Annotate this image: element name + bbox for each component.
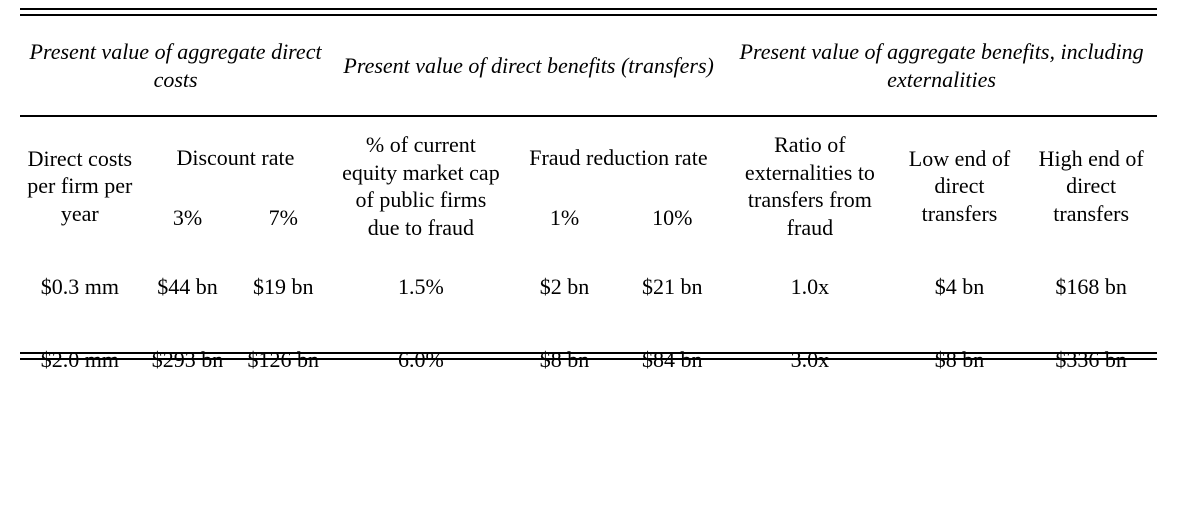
top-rule	[20, 8, 1157, 16]
group-header-aggregate-benefits: Present value of aggregate benefits, inc…	[726, 16, 1157, 115]
col-pct-equity-fraud: % of current equity market cap of public…	[331, 117, 511, 251]
sub-header-row-1: Direct costs per firm per year Discount …	[20, 117, 1157, 195]
cell: $84 bn	[618, 324, 726, 397]
table-row: $0.3 mm $44 bn $19 bn 1.5% $2 bn $21 bn …	[20, 251, 1157, 324]
col-fraud-10: 10%	[618, 195, 726, 251]
cell: $8 bn	[511, 324, 619, 397]
cell: $44 bn	[140, 251, 236, 324]
cell: $168 bn	[1025, 251, 1157, 324]
col-discount-3: 3%	[140, 195, 236, 251]
col-discount-rate: Discount rate	[140, 117, 331, 195]
col-discount-7: 7%	[235, 195, 331, 251]
col-fraud-1: 1%	[511, 195, 619, 251]
table-container: Present value of aggregate direct costs …	[0, 0, 1177, 529]
col-externality-ratio: Ratio of externalities to transfers from…	[726, 117, 894, 251]
cost-benefit-table: Present value of aggregate direct costs …	[20, 16, 1157, 115]
group-header-direct-benefits: Present value of direct benefits (transf…	[331, 16, 726, 115]
cell: $0.3 mm	[20, 251, 140, 324]
cell: 6.0%	[331, 324, 511, 397]
col-low-end: Low end of direct transfers	[894, 117, 1026, 251]
col-direct-costs: Direct costs per firm per year	[20, 117, 140, 251]
cell: 1.5%	[331, 251, 511, 324]
cell: $2 bn	[511, 251, 619, 324]
bottom-rule	[20, 352, 1157, 360]
cell: $19 bn	[235, 251, 331, 324]
cell: $8 bn	[894, 324, 1026, 397]
col-high-end: High end of direct transfers	[1025, 117, 1157, 251]
cell: $293 bn	[140, 324, 236, 397]
cell: $2.0 mm	[20, 324, 140, 397]
cell: $336 bn	[1025, 324, 1157, 397]
cell: $126 bn	[235, 324, 331, 397]
group-header-row: Present value of aggregate direct costs …	[20, 16, 1157, 115]
cell: $21 bn	[618, 251, 726, 324]
cost-benefit-table-body: Direct costs per firm per year Discount …	[20, 117, 1157, 352]
group-header-costs: Present value of aggregate direct costs	[20, 16, 331, 115]
cell: 1.0x	[726, 251, 894, 324]
table-row: $2.0 mm $293 bn $126 bn 6.0% $8 bn $84 b…	[20, 324, 1157, 397]
cell: $4 bn	[894, 251, 1026, 324]
cell: 3.0x	[726, 324, 894, 397]
col-fraud-reduction: Fraud reduction rate	[511, 117, 726, 195]
